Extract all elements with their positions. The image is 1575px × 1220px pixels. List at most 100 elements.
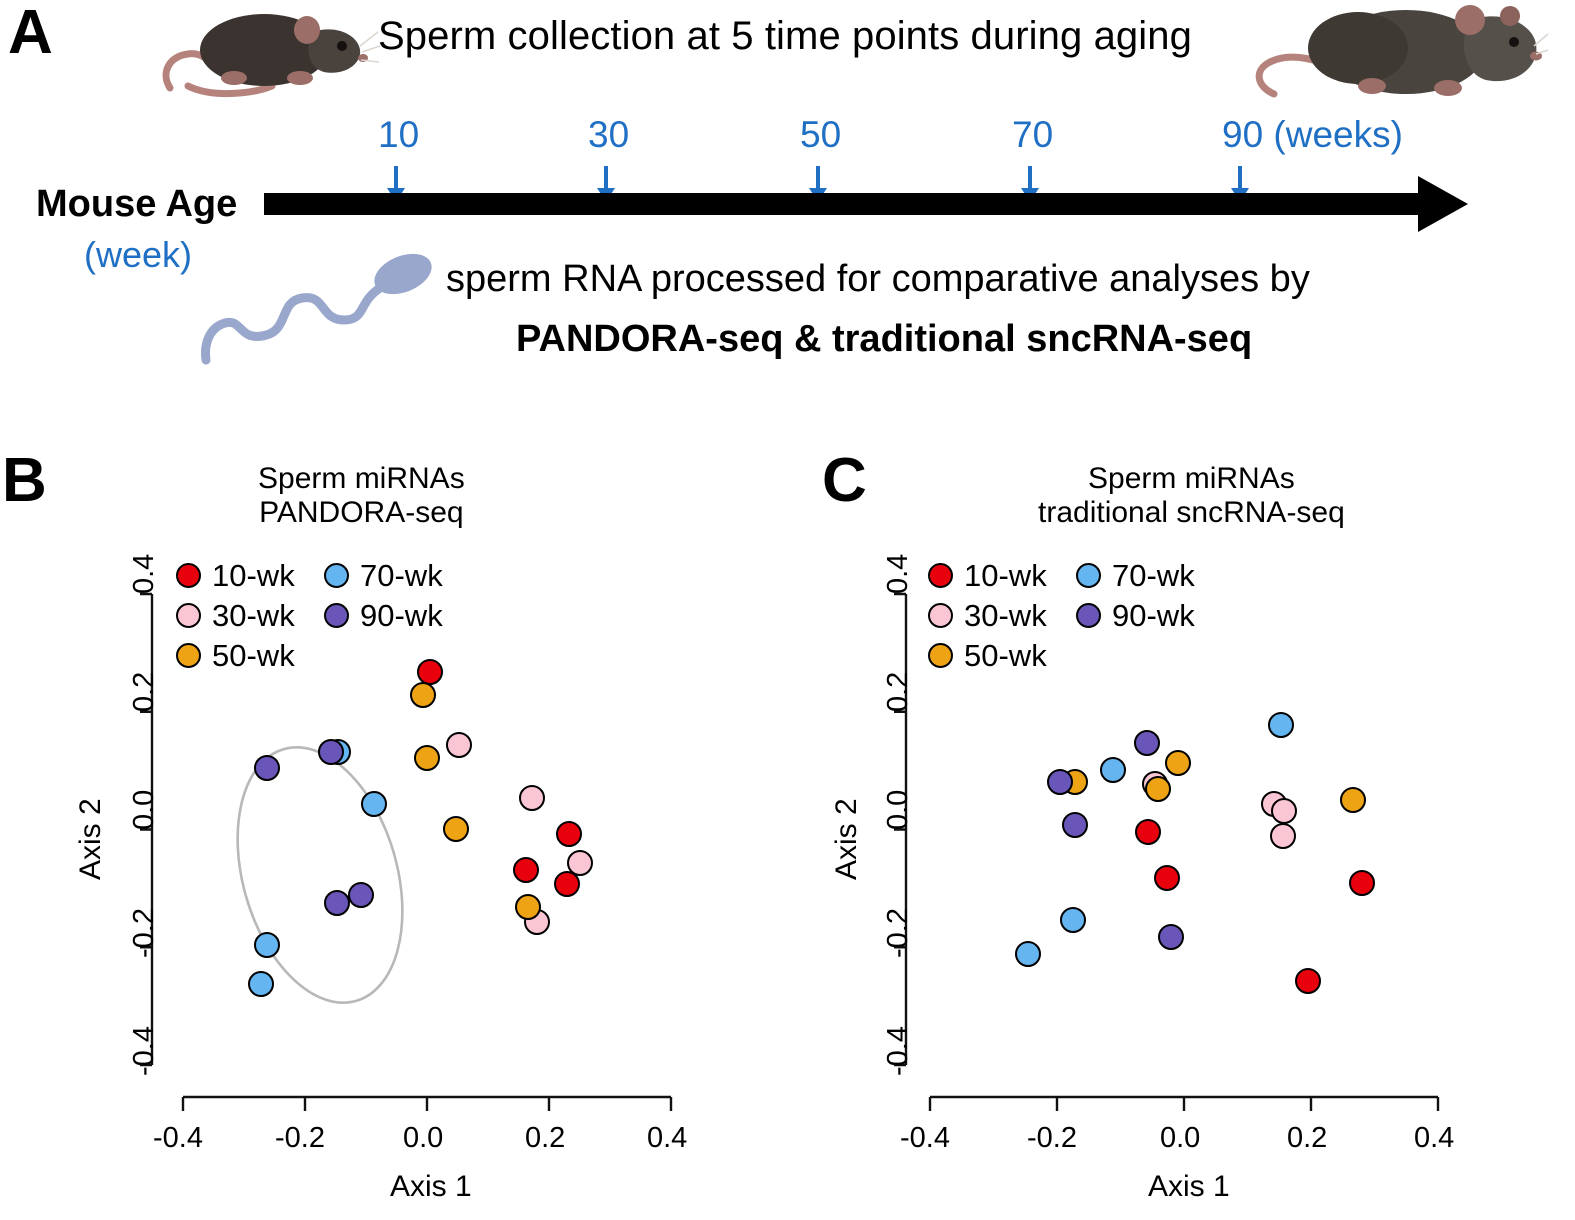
panel-c-xtick-0.4: 0.4 bbox=[1414, 1122, 1455, 1154]
legend-label-70wk: 70-wk bbox=[360, 558, 443, 593]
legend-label-10wk: 10-wk bbox=[212, 558, 295, 593]
data-point-70-wk bbox=[1059, 906, 1086, 933]
data-point-90-wk bbox=[1157, 924, 1184, 951]
data-point-50-wk bbox=[515, 893, 542, 920]
data-point-90-wk bbox=[323, 890, 350, 917]
data-point-30-wk bbox=[1270, 822, 1297, 849]
timepoint-arrow-stem-10 bbox=[394, 166, 398, 192]
panel-c-xtick-0.2: 0.2 bbox=[1287, 1122, 1328, 1154]
legend-label-30wk: 30-wk bbox=[964, 598, 1047, 633]
timepoint-arrow-stem-50 bbox=[816, 166, 820, 192]
panel-b-data-points bbox=[0, 440, 787, 1220]
panel-c-axes bbox=[788, 440, 1575, 1220]
timepoint-arrow-stem-90 bbox=[1238, 166, 1242, 192]
data-point-70-wk bbox=[248, 970, 275, 997]
panel-letter-b: B bbox=[2, 446, 47, 515]
data-point-10-wk bbox=[555, 820, 582, 847]
panel-c-xtick--0.2: -0.2 bbox=[1027, 1122, 1077, 1154]
data-point-10-wk bbox=[1134, 819, 1161, 846]
data-point-30-wk bbox=[518, 785, 545, 812]
data-point-90-wk bbox=[1061, 811, 1088, 838]
data-point-50-wk bbox=[414, 745, 440, 772]
timepoint-arrow-stem-30 bbox=[604, 166, 608, 192]
data-point-90-wk bbox=[1133, 729, 1160, 756]
data-point-50-wk bbox=[443, 815, 470, 842]
legend-label-10wk: 10-wk bbox=[964, 558, 1047, 593]
timepoint-label-70: 70 bbox=[1012, 114, 1054, 155]
data-point-70-wk bbox=[1267, 711, 1294, 738]
data-point-10-wk bbox=[1295, 967, 1322, 994]
panel-b-xtick-0.0: 0.0 bbox=[403, 1122, 444, 1154]
panel-c-title: Sperm miRNAs traditional sncRNA-seq bbox=[1038, 462, 1345, 529]
schematic-title: Sperm collection at 5 time points during… bbox=[378, 14, 1192, 58]
right-arrow-icon bbox=[1418, 176, 1468, 232]
panel-b-axes bbox=[0, 440, 787, 1220]
timepoint-label-30: 30 bbox=[588, 114, 630, 155]
panel-b-title-line1: Sperm miRNAs bbox=[258, 462, 465, 495]
panel-letter-a: A bbox=[8, 0, 53, 67]
legend-label-90wk: 90-wk bbox=[360, 598, 443, 633]
panel-c-data-points bbox=[788, 440, 1575, 1220]
mouse-age-label: Mouse Age bbox=[36, 183, 238, 225]
legend-swatch-50wk bbox=[928, 643, 953, 668]
process-description-line2: PANDORA-seq & traditional sncRNA-seq bbox=[516, 318, 1253, 360]
data-point-30-wk bbox=[446, 732, 473, 759]
mouse-icon-old bbox=[1248, 0, 1549, 110]
data-point-90-wk bbox=[348, 881, 375, 908]
panel-letter-c: C bbox=[822, 446, 867, 515]
data-point-30-wk bbox=[1270, 798, 1297, 825]
legend-swatch-10wk bbox=[928, 563, 953, 588]
legend-swatch-70wk bbox=[324, 563, 349, 588]
sperm-icon bbox=[198, 250, 438, 365]
data-point-10-wk bbox=[1153, 864, 1180, 891]
legend-swatch-90wk bbox=[324, 603, 349, 628]
data-point-90-wk bbox=[317, 738, 344, 765]
process-description-line1: sperm RNA processed for comparative anal… bbox=[446, 258, 1310, 300]
timepoint-label-50: 50 bbox=[800, 114, 842, 155]
panel-c-scatter-traditional: C Sperm miRNAs traditional sncRNA-seq 10… bbox=[788, 440, 1575, 1220]
legend-label-30wk: 30-wk bbox=[212, 598, 295, 633]
data-point-50-wk bbox=[1164, 749, 1191, 776]
data-point-50-wk bbox=[410, 682, 437, 709]
data-point-70-wk bbox=[254, 931, 281, 958]
panel-c-title-line1: Sperm miRNAs bbox=[1088, 462, 1295, 495]
legend-swatch-10wk bbox=[176, 563, 201, 588]
data-point-50-wk bbox=[1339, 787, 1366, 814]
timepoint-arrow-stem-70 bbox=[1028, 166, 1032, 192]
panel-b-xtick--0.4: -0.4 bbox=[153, 1122, 203, 1154]
panel-b-title: Sperm miRNAs PANDORA-seq bbox=[258, 462, 465, 529]
panel-b-scatter-pandora: B Sperm miRNAs PANDORA-seq 10-wk 30-wk 5… bbox=[0, 440, 787, 1220]
timepoint-label-90: 90 (weeks) bbox=[1222, 114, 1403, 155]
data-point-90-wk bbox=[1046, 769, 1073, 796]
panel-c-xtick-0.0: 0.0 bbox=[1160, 1122, 1201, 1154]
legend-label-70wk: 70-wk bbox=[1112, 558, 1195, 593]
timeline-axis-bar bbox=[264, 193, 1424, 215]
cluster-ellipse-old-mice bbox=[0, 440, 787, 1220]
panel-a-schematic: A S bbox=[0, 0, 1575, 430]
legend-swatch-30wk bbox=[928, 603, 953, 628]
panel-b-title-line2: PANDORA-seq bbox=[259, 495, 464, 529]
panel-b-xtick-0.4: 0.4 bbox=[647, 1122, 688, 1154]
panel-b-xtick-0.2: 0.2 bbox=[525, 1122, 566, 1154]
data-point-30-wk bbox=[566, 850, 593, 877]
data-point-90-wk bbox=[254, 755, 281, 782]
data-point-70-wk bbox=[1099, 757, 1126, 784]
mouse-icon-young bbox=[152, 2, 381, 102]
data-point-70-wk bbox=[1014, 941, 1041, 968]
data-point-70-wk bbox=[360, 791, 387, 818]
data-point-10-wk bbox=[554, 871, 581, 898]
panel-c-xaxis-title: Axis 1 bbox=[1148, 1170, 1230, 1203]
mouse-age-unit: (week) bbox=[84, 234, 193, 275]
legend-label-50wk: 50-wk bbox=[964, 638, 1047, 673]
legend-label-50wk: 50-wk bbox=[212, 638, 295, 673]
legend-swatch-50wk bbox=[176, 643, 201, 668]
panel-b-xaxis-title: Axis 1 bbox=[390, 1170, 472, 1203]
data-point-10-wk bbox=[1349, 870, 1376, 897]
timepoint-label-10: 10 bbox=[378, 114, 420, 155]
legend-swatch-70wk bbox=[1076, 563, 1101, 588]
data-point-10-wk bbox=[513, 857, 540, 884]
data-point-10-wk bbox=[417, 658, 444, 685]
panel-b-xtick--0.2: -0.2 bbox=[275, 1122, 325, 1154]
legend-swatch-30wk bbox=[176, 603, 201, 628]
data-point-50-wk bbox=[1144, 775, 1171, 802]
